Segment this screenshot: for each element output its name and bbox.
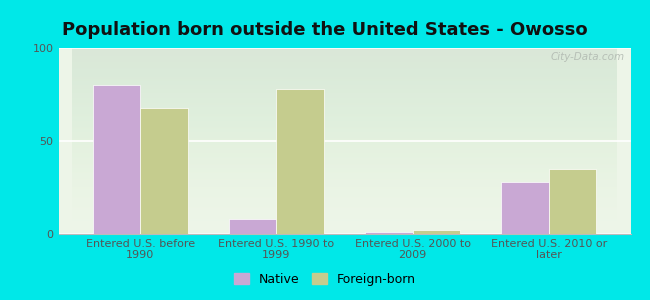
Text: Population born outside the United States - Owosso: Population born outside the United State…	[62, 21, 588, 39]
Bar	[92, 85, 140, 234]
Bar	[501, 182, 549, 234]
Legend: Native, Foreign-born: Native, Foreign-born	[229, 268, 421, 291]
Bar	[365, 232, 413, 234]
Bar	[229, 219, 276, 234]
Bar	[140, 107, 188, 234]
Bar	[276, 89, 324, 234]
Bar	[549, 169, 597, 234]
Text: City-Data.com: City-Data.com	[551, 52, 625, 62]
Bar	[413, 230, 460, 234]
